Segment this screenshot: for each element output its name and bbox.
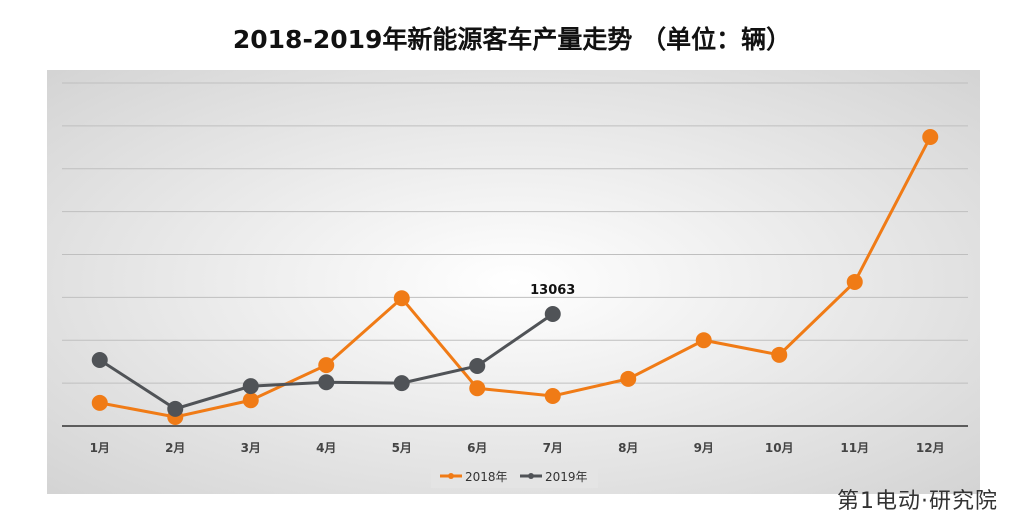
x-tick-label: 10月 bbox=[765, 441, 794, 455]
legend-marker-icon bbox=[448, 473, 454, 479]
data-point bbox=[318, 357, 335, 374]
series-line bbox=[99, 136, 932, 419]
x-tick-label: 6月 bbox=[467, 441, 487, 455]
x-tick-label: 8月 bbox=[618, 441, 638, 455]
data-point bbox=[544, 305, 561, 322]
x-tick-label: 1月 bbox=[90, 441, 110, 455]
x-tick-label: 2月 bbox=[165, 441, 185, 455]
data-point bbox=[922, 129, 939, 146]
data-point bbox=[393, 290, 410, 307]
data-point bbox=[771, 346, 788, 363]
data-point bbox=[469, 380, 486, 397]
x-tick-label: 5月 bbox=[392, 441, 412, 455]
x-tick-label: 7月 bbox=[543, 441, 563, 455]
x-tick-label: 4月 bbox=[316, 441, 336, 455]
chart-title: 2018-2019年新能源客车产量走势 （单位：辆） bbox=[232, 25, 792, 54]
data-point bbox=[318, 374, 335, 391]
data-point bbox=[544, 387, 561, 404]
data-point bbox=[91, 394, 108, 411]
logo: 第1电动·研究院 bbox=[837, 489, 998, 514]
data-point bbox=[695, 332, 712, 349]
data-point bbox=[469, 357, 486, 374]
data-point bbox=[846, 273, 863, 290]
legend-label: 2018年 bbox=[465, 470, 508, 484]
x-tick-label: 12月 bbox=[916, 441, 945, 455]
data-point bbox=[91, 351, 108, 368]
data-point bbox=[242, 392, 259, 409]
data-point bbox=[167, 400, 184, 417]
legend-marker-icon bbox=[528, 473, 534, 479]
data-point bbox=[393, 375, 410, 392]
data-point bbox=[242, 378, 259, 395]
x-tick-label: 11月 bbox=[840, 441, 869, 455]
x-tick-label: 9月 bbox=[694, 441, 714, 455]
x-tick-label: 3月 bbox=[241, 441, 261, 455]
legend-label: 2019年 bbox=[545, 470, 588, 484]
data-point bbox=[620, 370, 637, 387]
plot-background bbox=[47, 70, 980, 494]
data-label: 13063 bbox=[530, 283, 575, 298]
